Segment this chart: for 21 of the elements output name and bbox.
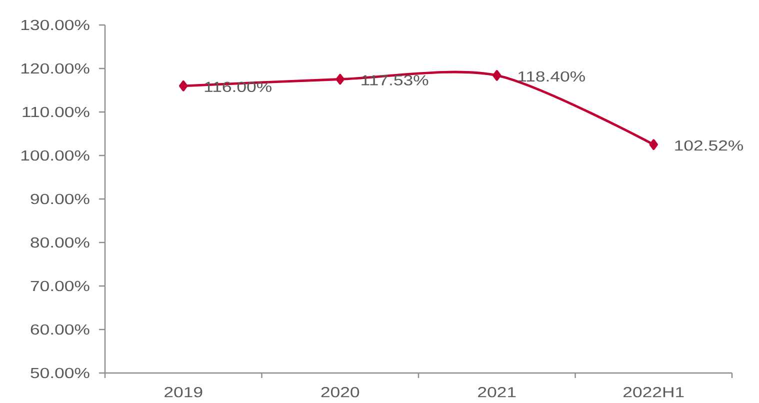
point (179, 80, 188, 92)
y-tick-label: 80.00% (30, 237, 90, 248)
y-tick-label: 110.00% (22, 106, 90, 118)
point (492, 70, 502, 81)
data-label: 102.52% (675, 140, 744, 151)
data-label: 117.53% (362, 75, 428, 86)
y-tick-label: 90.00% (30, 194, 90, 204)
x-tick-label: 2020 (321, 387, 360, 398)
y-tick-label: 130.00% (21, 20, 90, 30)
y-tick-label: 50.00% (30, 368, 90, 378)
x-tick-label: 2019 (164, 387, 202, 398)
data-label: 118.40% (518, 71, 585, 82)
y-tick-label: 120.00% (21, 63, 90, 74)
point (336, 74, 344, 85)
x-tick-label: 2021 (478, 387, 516, 398)
x-tick-label: 2022H1 (624, 387, 684, 398)
y-tick-label: 60.00% (30, 324, 90, 335)
data-label: 116.00% (204, 82, 272, 92)
y-tick-label: 70.00% (30, 280, 90, 292)
y-tick-label: 100.00% (21, 150, 90, 161)
point (649, 139, 658, 150)
